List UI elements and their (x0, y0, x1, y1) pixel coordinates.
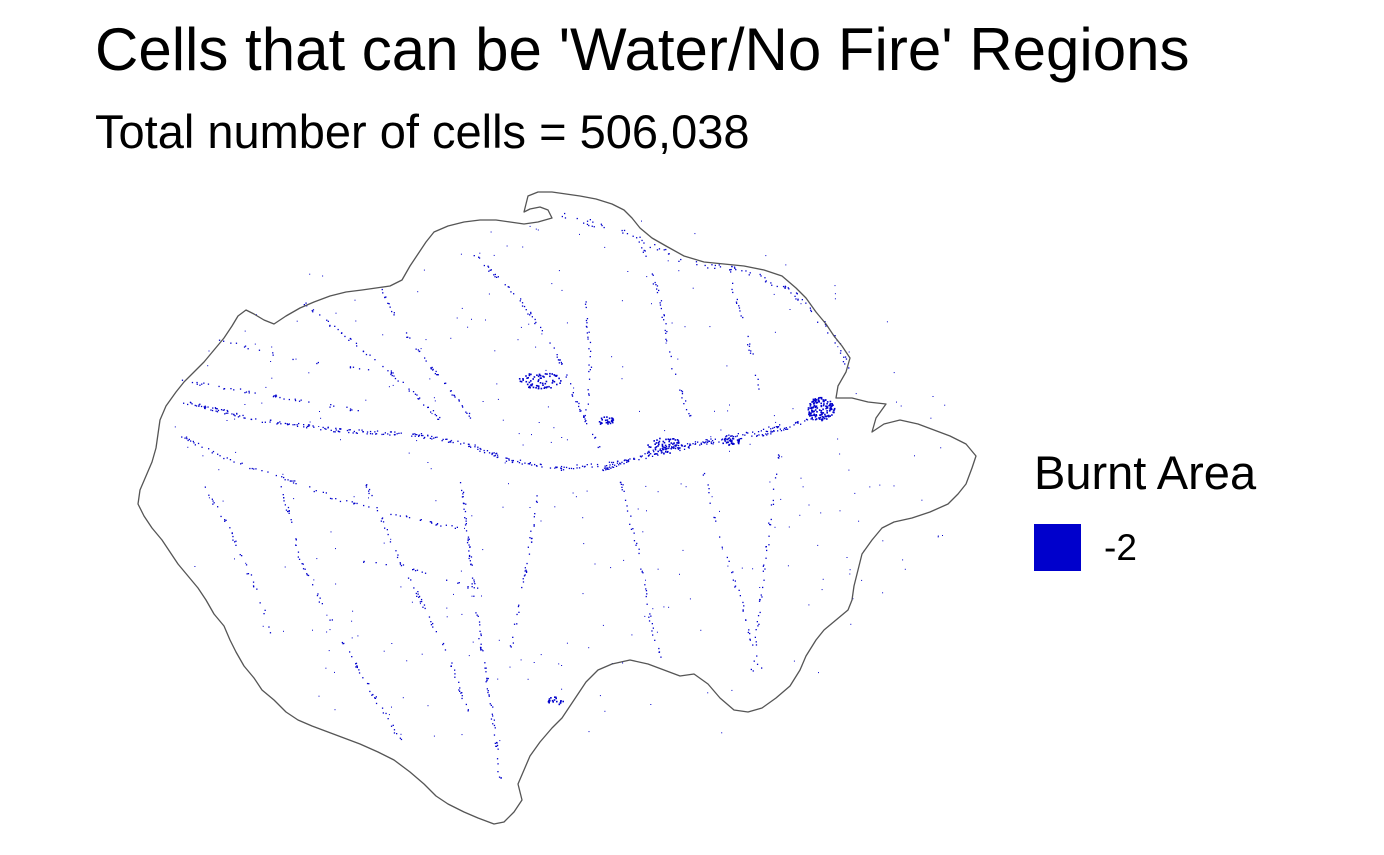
region-boundary (137, 191, 977, 825)
map-title: Cells that can be 'Water/No Fire' Region… (95, 16, 1190, 83)
legend: Burnt Area -2 (1034, 440, 1364, 590)
legend-key-label: -2 (1104, 527, 1137, 568)
map-subtitle: Total number of cells = 506,038 (95, 105, 750, 158)
water-cells-layer (174, 212, 946, 779)
legend-key-swatch (1034, 524, 1081, 571)
legend-title: Burnt Area (1034, 446, 1257, 499)
